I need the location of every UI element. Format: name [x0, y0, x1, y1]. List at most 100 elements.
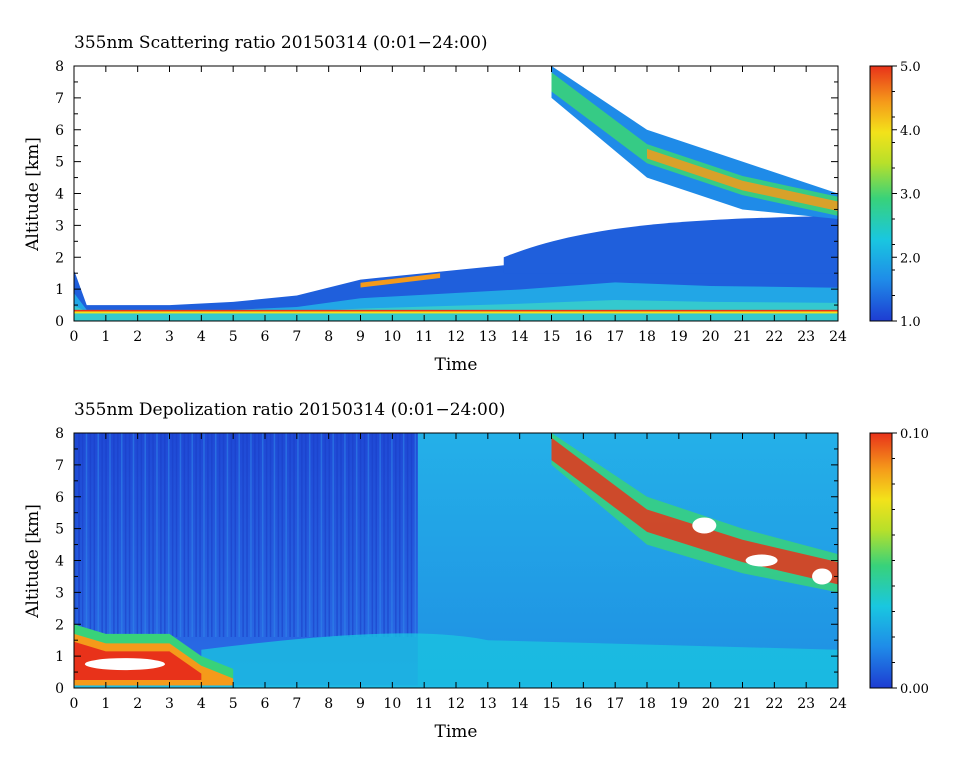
noise-streak [273, 433, 276, 637]
noise-streak [281, 433, 284, 637]
depolarization-axes: 0 1 2 3 4 5 6 7 8 9 10 11 12 13 14 15 16 17 18 19 20 21 22 23 24… [55, 426, 847, 712]
x-tick-label: 1 [101, 329, 110, 345]
x-tick-label: 8 [324, 696, 333, 712]
noise-streak [85, 433, 88, 637]
noise-streak [391, 433, 393, 637]
noise-streak [230, 433, 233, 637]
y-tick-label: 5 [55, 155, 64, 171]
noise-streak [289, 433, 291, 637]
surface-return-line [74, 309, 838, 313]
x-tick-label: 1 [101, 696, 110, 712]
y-tick-label: 6 [55, 123, 64, 139]
noise-streak [156, 433, 158, 637]
noise-streak [348, 433, 350, 637]
noise-streak [97, 433, 99, 637]
noise-streak [124, 433, 127, 637]
x-tick-label: 4 [197, 696, 206, 712]
y-tick-label: 4 [55, 554, 64, 570]
noise-streak [222, 433, 225, 637]
y-tick-label: 8 [55, 426, 64, 442]
x-tick-label: 16 [574, 329, 592, 345]
noise-streak [332, 433, 334, 637]
noise-streak [238, 433, 240, 637]
noise-streak [136, 433, 139, 637]
noise-streak [207, 433, 209, 637]
depolarization-colorbar [869, 432, 893, 689]
noise-streak [175, 433, 178, 637]
noise-streak [246, 433, 248, 637]
noise-streak [199, 433, 201, 637]
noise-streak [265, 433, 268, 637]
noise-streak [312, 433, 315, 637]
noise-streak [226, 433, 229, 637]
y-tick-label: 1 [55, 649, 64, 665]
noise-streak [379, 433, 381, 637]
x-tick-label: 5 [229, 696, 238, 712]
x-tick-label: 22 [765, 329, 783, 345]
noise-streak [109, 433, 111, 637]
colorbar-tick-label: 5.0 [900, 60, 921, 75]
x-tick-label: 20 [702, 329, 720, 345]
noise-streak [375, 433, 377, 637]
noise-streak [336, 433, 338, 637]
x-tick-label: 7 [292, 329, 301, 345]
noise-streak [352, 433, 354, 637]
noise-streak [297, 433, 299, 637]
noise-streak [250, 433, 252, 637]
x-tick-label: 13 [479, 696, 497, 712]
noise-streak [152, 433, 154, 637]
depolarization-colorbar-ticks: 0.00 0.10 [892, 427, 929, 697]
scattering-panel: 355nm Scattering ratio 20150314 (0:01−24… [23, 33, 921, 375]
noise-streak [410, 433, 413, 637]
cloud-saturated-patch [692, 517, 717, 534]
x-tick-label: 14 [511, 329, 529, 345]
y-tick-label: 0 [55, 681, 64, 697]
noise-streak [324, 433, 327, 637]
noise-streak [211, 433, 213, 637]
colorbar-tick-label: 1.0 [900, 315, 921, 330]
depolarization-heatmap [74, 433, 838, 688]
x-tick-label: 5 [229, 329, 238, 345]
noise-streak [316, 433, 319, 637]
y-tick-label: 3 [55, 585, 64, 601]
x-tick-label: 12 [447, 696, 465, 712]
x-tick-label: 3 [165, 696, 174, 712]
x-tick-label: 21 [734, 696, 752, 712]
x-tick-label: 22 [765, 696, 783, 712]
colorbar-tick-label: 4.0 [900, 124, 921, 139]
x-tick-label: 17 [606, 329, 624, 345]
x-tick-label: 12 [447, 329, 465, 345]
x-tick-label: 20 [702, 696, 720, 712]
y-tick-label: 5 [55, 522, 64, 538]
upper-cloud-depol-core [551, 437, 838, 585]
noise-streak [355, 433, 358, 637]
scattering-title: 355nm Scattering ratio 20150314 (0:01−24… [74, 33, 488, 53]
x-tick-label: 14 [511, 696, 529, 712]
colorbar-tick-label: 0.00 [900, 682, 929, 697]
scattering-x-label: Time [435, 355, 478, 375]
noise-streak [74, 433, 77, 637]
colorbar-tick-label: 0.10 [900, 427, 929, 442]
x-tick-label: 23 [797, 329, 815, 345]
depolarization-title: 355nm Depolization ratio 20150314 (0:01−… [74, 400, 505, 420]
noise-streak [305, 433, 307, 637]
noise-streak [120, 433, 123, 637]
elevated-aerosol-band [360, 273, 441, 288]
surface-return-line-yellow [74, 311, 838, 314]
x-tick-label: 4 [197, 329, 206, 345]
noise-streak [301, 433, 303, 637]
scattering-y-label: Altitude [km] [23, 137, 43, 252]
y-tick-label: 3 [55, 218, 64, 234]
x-tick-label: 19 [670, 329, 688, 345]
noise-streak [340, 433, 342, 637]
noise-streak [183, 433, 186, 637]
x-tick-label: 18 [638, 696, 656, 712]
noise-streak [293, 433, 295, 637]
x-tick-label: 6 [261, 329, 270, 345]
x-tick-label: 23 [797, 696, 815, 712]
x-tick-label: 13 [479, 329, 497, 345]
x-tick-label: 11 [415, 696, 433, 712]
x-tick-label: 0 [70, 696, 79, 712]
y-tick-label: 7 [55, 91, 64, 107]
noise-streak [269, 433, 272, 637]
